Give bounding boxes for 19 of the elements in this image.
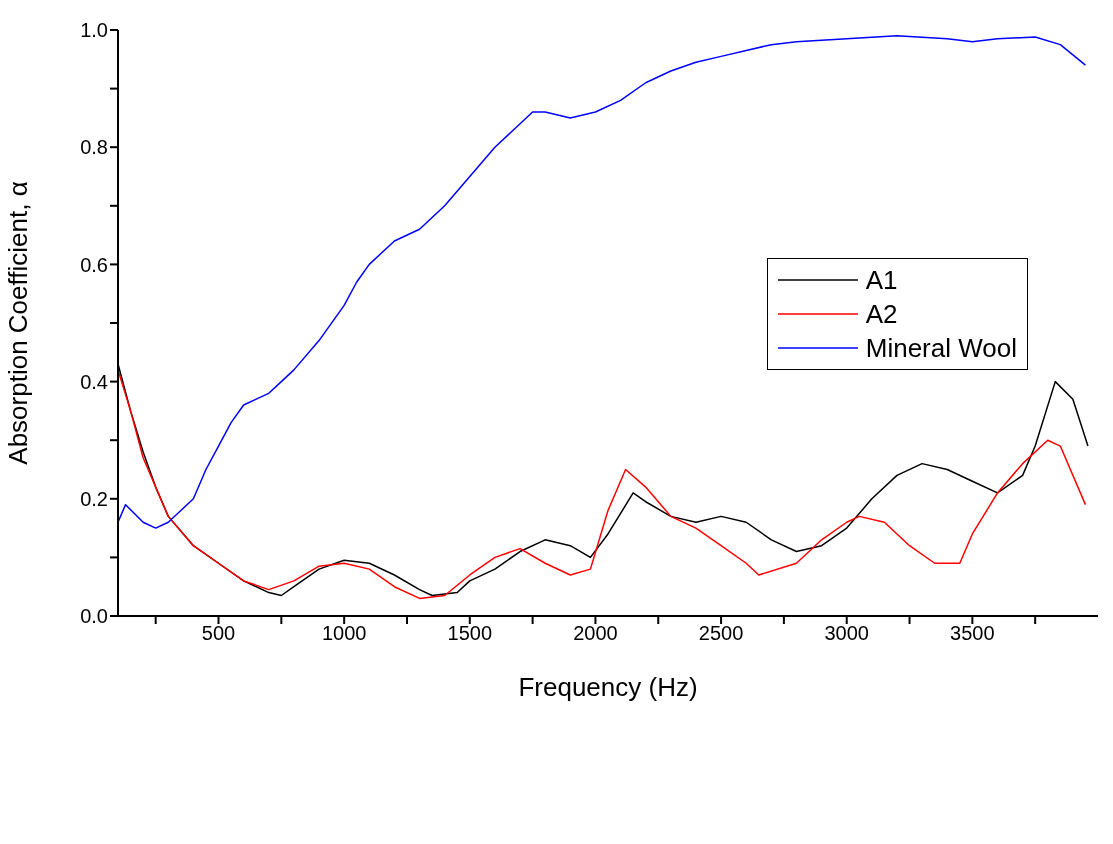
x-tick-label: 3500 <box>950 622 995 645</box>
x-tick-label: 1500 <box>447 622 493 645</box>
x-tick-label: 3000 <box>824 622 869 645</box>
y-axis-title: Absorption Coefficient, α <box>3 181 34 465</box>
legend-label: Mineral Wool <box>865 332 1017 364</box>
x-tick-label: 1000 <box>321 622 367 645</box>
legend-label: A2 <box>865 298 898 330</box>
line-series <box>118 35 1087 529</box>
y-tick-label: 0.8 <box>80 136 108 159</box>
y-tick-label: 0.6 <box>80 253 108 276</box>
y-tick-label: 0.2 <box>80 487 108 510</box>
x-tick-label: 2000 <box>573 622 618 645</box>
y-tick-label: 0.0 <box>80 605 108 628</box>
x-tick-label: 2500 <box>698 622 744 645</box>
x-axis-title: Frequency (Hz) <box>518 672 698 702</box>
y-tick-label: 0.4 <box>80 370 108 393</box>
y-tick-label: 1.0 <box>80 19 108 42</box>
x-tick-label: 500 <box>201 622 236 645</box>
legend-label: A1 <box>865 264 898 296</box>
